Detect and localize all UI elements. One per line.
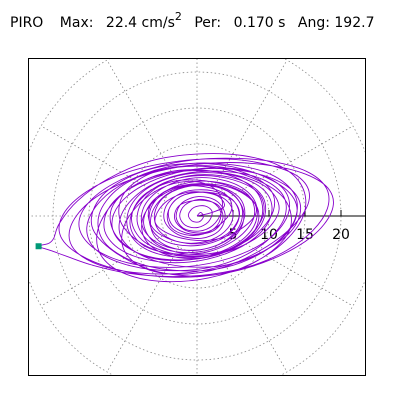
angle-value: 192.7 <box>334 15 375 31</box>
max-value: 22.4 <box>105 15 138 31</box>
grid-spoke <box>227 233 354 307</box>
period-value: 0.170 s <box>233 15 286 31</box>
max-label: Max: <box>59 15 94 31</box>
radial-axis-tick-label: 15 <box>296 227 314 243</box>
max-unit: cm/s <box>141 15 175 31</box>
grid-spoke <box>106 59 180 186</box>
grid-spoke <box>40 233 167 307</box>
grid-spoke <box>106 246 180 373</box>
motion-trace <box>38 153 334 283</box>
station-code: PIRO <box>10 15 44 31</box>
grid-spoke <box>40 125 167 199</box>
angle-label: Ang: <box>297 15 330 31</box>
max-unit-superscript: 2 <box>174 10 182 23</box>
radial-axis-tick-label: 20 <box>332 227 350 243</box>
record-header: PIRO Max: 22.4 cm/s2 Per: 0.170 s Ang: 1… <box>10 10 375 33</box>
grid-spoke <box>227 125 354 199</box>
peak-marker-group <box>35 243 42 250</box>
peak-marker <box>35 243 42 250</box>
orbit-trace-line <box>38 153 334 283</box>
period-label: Per: <box>194 15 222 31</box>
grid-spoke <box>214 246 288 373</box>
radial-axis-tick-label: 10 <box>260 227 278 243</box>
